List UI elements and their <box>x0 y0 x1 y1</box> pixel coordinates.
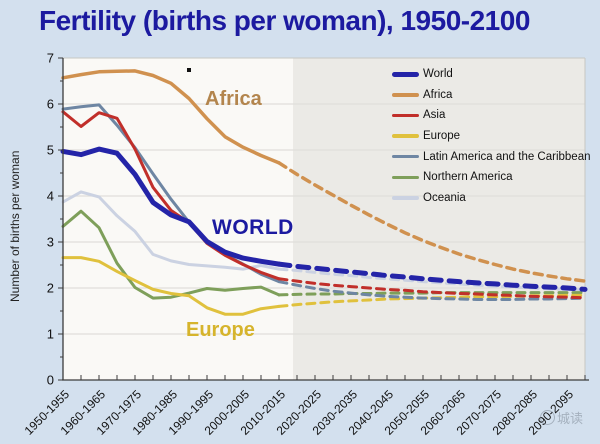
oceania-line-swatch <box>392 196 419 200</box>
legend-label: Africa <box>423 88 453 101</box>
africa-line-projection <box>277 161 587 283</box>
forecast-shaded-region <box>293 58 585 380</box>
world-line-projection <box>276 261 588 292</box>
y-tick-label: 5 <box>47 143 54 158</box>
watermark: 城读 <box>540 408 583 427</box>
watermark-logo-icon <box>540 410 555 425</box>
stray-dot-artifact <box>187 68 191 72</box>
asia-line-projection <box>277 277 587 300</box>
legend: World Africa Asia Europe Latin America a… <box>392 64 592 208</box>
watermark-text: 城读 <box>557 411 584 426</box>
y-axis-label: Number of births per woman <box>8 150 22 302</box>
northern-america-line-swatch <box>392 175 419 180</box>
y-tick-label: 4 <box>47 189 54 204</box>
legend-item-latin-america: Latin America and the Caribbean <box>392 146 592 167</box>
latin-america-line-swatch <box>392 154 419 159</box>
europe-series-label: Europe <box>186 319 255 341</box>
legend-label: Latin America and the Caribbean <box>423 150 591 163</box>
legend-item-world: World <box>392 64 592 85</box>
legend-item-africa: Africa <box>392 85 592 106</box>
latin-america-and-the-caribbean-line-projection <box>277 280 587 301</box>
legend-label: World <box>423 68 453 81</box>
y-tick-label: 7 <box>47 51 54 66</box>
y-tick-label: 1 <box>47 327 54 342</box>
legend-item-northern-america: Northern America <box>392 167 592 188</box>
legend-label: Northern America <box>423 171 513 184</box>
oceania-line-history <box>61 190 281 271</box>
asia-line-history <box>61 110 281 281</box>
legend-item-oceania: Oceania <box>392 188 592 209</box>
y-tick-label: 0 <box>47 373 54 388</box>
legend-label: Oceania <box>423 191 466 204</box>
chart-title: Fertility (births per woman), 1950-2100 <box>39 5 530 36</box>
world-series-label: WORLD <box>212 216 294 239</box>
world-line-swatch <box>392 71 419 78</box>
y-tick-label: 2 <box>47 281 54 296</box>
y-tick-label: 6 <box>47 97 54 112</box>
africa-line-history <box>61 69 281 165</box>
asia-line-swatch <box>392 113 419 118</box>
africa-line-swatch <box>392 93 419 97</box>
legend-item-europe: Europe <box>392 126 592 147</box>
y-tick-label: 3 <box>47 235 54 250</box>
world-line-history <box>60 146 282 267</box>
europe-line-swatch <box>392 134 419 138</box>
europe-line-history <box>61 256 281 316</box>
legend-label: Asia <box>423 109 446 122</box>
legend-item-asia: Asia <box>392 105 592 126</box>
legend-label: Europe <box>423 130 461 143</box>
africa-series-label: Africa <box>205 88 262 110</box>
northern-america-line-history <box>61 209 281 300</box>
